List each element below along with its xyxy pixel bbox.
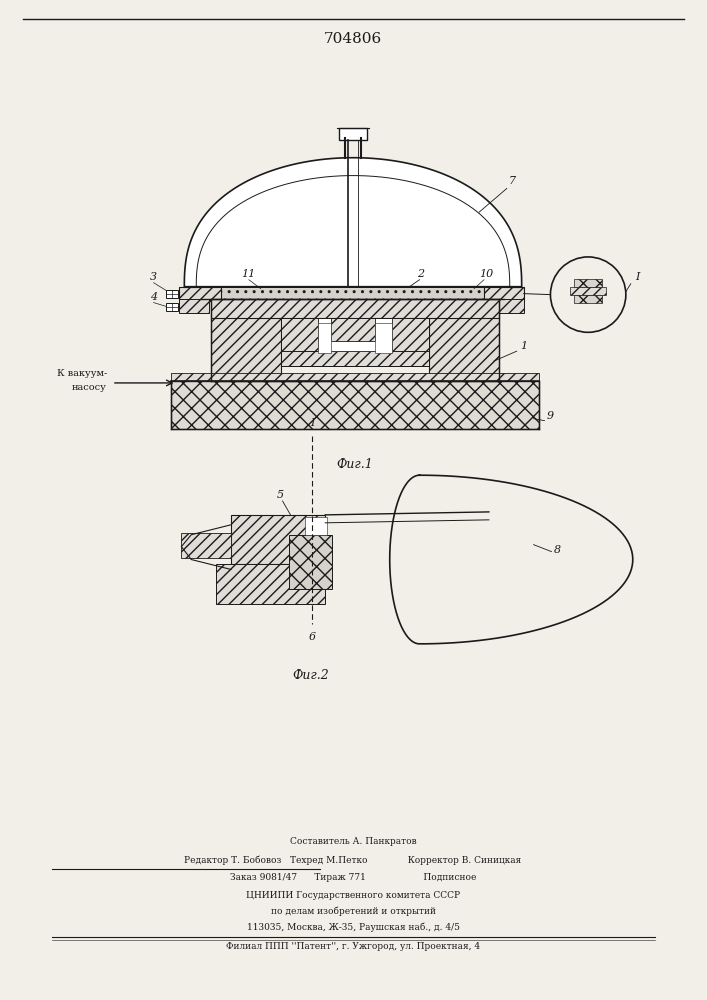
Bar: [180, 299, 209, 313]
Bar: [331, 318, 375, 341]
Bar: [231, 515, 325, 564]
Bar: [180, 287, 221, 301]
Text: ЦНИИПИ Государственного комитета СССР: ЦНИИПИ Государственного комитета СССР: [246, 891, 460, 900]
Text: 113035, Москва, Ж-35, Раушская наб., д. 4/5: 113035, Москва, Ж-35, Раушская наб., д. …: [247, 923, 460, 932]
Bar: [574, 295, 602, 303]
Bar: [211, 299, 499, 318]
Text: Фиг.1: Фиг.1: [337, 458, 373, 471]
Text: 6: 6: [309, 632, 316, 642]
Bar: [182, 533, 231, 558]
Text: 10: 10: [479, 269, 493, 279]
Text: 1: 1: [520, 341, 528, 351]
Text: I: I: [310, 418, 315, 428]
Circle shape: [551, 257, 626, 332]
Bar: [484, 287, 524, 301]
Bar: [281, 351, 429, 366]
Text: Филиал ППП ''Патент'', г. Ужгород, ул. Проектная, 4: Филиал ППП ''Патент'', г. Ужгород, ул. П…: [226, 942, 480, 951]
Text: Составитель А. Панкратов: Составитель А. Панкратов: [290, 837, 416, 846]
Bar: [375, 323, 392, 353]
Bar: [281, 318, 318, 366]
Text: 8: 8: [554, 545, 561, 555]
Text: Заказ 9081/47      Тираж 771                    Подписное: Заказ 9081/47 Тираж 771 Подписное: [230, 873, 477, 882]
Bar: [305, 517, 327, 535]
Bar: [574, 279, 602, 287]
Text: 7: 7: [509, 176, 516, 186]
Bar: [496, 299, 524, 313]
Bar: [318, 323, 331, 353]
Text: 2: 2: [418, 269, 425, 279]
Text: насосу: насосу: [72, 383, 107, 392]
Text: 704806: 704806: [324, 32, 382, 46]
Bar: [166, 290, 178, 298]
Bar: [201, 287, 504, 301]
Bar: [339, 128, 367, 140]
Bar: [429, 299, 499, 381]
Text: 9: 9: [547, 411, 554, 421]
Text: 3: 3: [150, 272, 157, 282]
Bar: [318, 318, 392, 351]
Bar: [571, 287, 606, 295]
Bar: [171, 373, 539, 381]
Polygon shape: [185, 158, 522, 287]
Text: 11: 11: [241, 269, 255, 279]
Bar: [166, 303, 178, 311]
Text: по делам изобретений и открытий: по делам изобретений и открытий: [271, 907, 436, 916]
Text: Редактор Т. Бобовоз   Техред М.Петко              Корректор В. Синицкая: Редактор Т. Бобовоз Техред М.Петко Корре…: [185, 855, 522, 865]
Text: Фиг.2: Фиг.2: [292, 669, 329, 682]
Bar: [171, 381, 539, 429]
Bar: [392, 318, 429, 366]
Bar: [216, 564, 325, 604]
Text: К вакуум-: К вакуум-: [57, 369, 107, 378]
Bar: [211, 299, 281, 381]
Text: I: I: [635, 272, 639, 282]
Text: 4: 4: [150, 292, 157, 302]
Bar: [288, 535, 332, 589]
Text: 5: 5: [277, 490, 284, 500]
